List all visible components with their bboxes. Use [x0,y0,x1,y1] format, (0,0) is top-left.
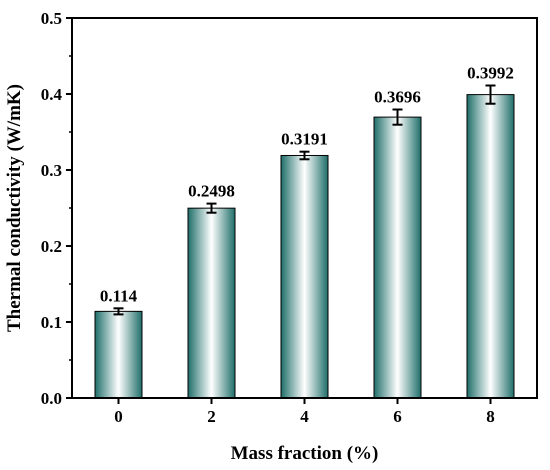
y-tick-label: 0.4 [41,85,63,104]
data-label: 0.3191 [281,130,328,149]
x-tick-label: 0 [114,407,123,426]
axes: 0 2 4 6 8 0.0 0.1 0.2 0.3 0.4 0.5 [41,9,495,426]
data-label: 0.2498 [188,182,235,201]
y-axis-title: Thermal conductivity (W/mK) [4,84,25,332]
y-tick-label: 0.2 [41,237,62,256]
y-tick-label: 0.0 [41,389,62,408]
plot-area: 0.114 0.2498 0.3191 0.3696 0.3992 [94,63,515,399]
x-tick-label: 2 [207,407,216,426]
x-tick-label: 4 [300,407,309,426]
bar [94,310,143,399]
data-label: 0.3992 [467,63,514,82]
x-tick-label: 6 [393,407,402,426]
bar [187,207,236,399]
data-label: 0.114 [100,286,138,305]
x-tick-label: 8 [486,407,495,426]
x-axis-title: Mass fraction (%) [231,443,379,464]
bar [466,94,515,399]
y-tick-label: 0.1 [41,313,62,332]
y-tick-label: 0.5 [41,9,62,28]
y-tick-label: 0.3 [41,161,62,180]
bar [280,154,329,399]
data-label: 0.3696 [374,88,421,107]
bar [373,116,422,399]
